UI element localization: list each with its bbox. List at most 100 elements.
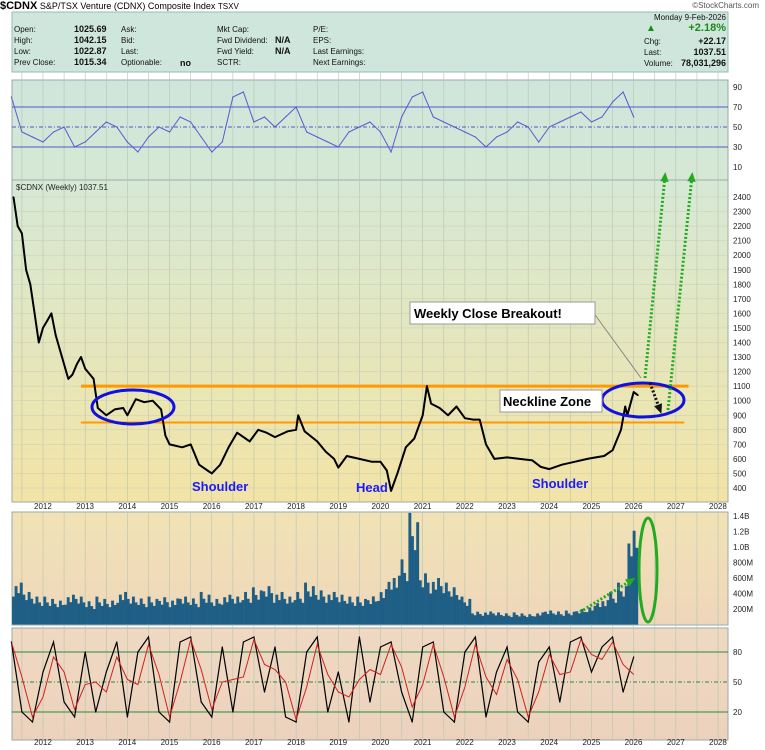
price-point (80, 356, 82, 358)
stoch-point (126, 716, 128, 718)
stoch-point (253, 636, 255, 638)
x-tick-label: 2026 (625, 502, 643, 511)
volume-bar (447, 591, 451, 625)
volume-bar (288, 596, 292, 625)
volume-bar (12, 596, 15, 625)
price-point (426, 385, 428, 387)
stoch-point (211, 716, 213, 718)
index-name: S&P/TSX Venture (CDNX) Composite Index (39, 1, 216, 11)
percent-change: +2.18% (688, 22, 726, 34)
price-panel (11, 179, 729, 503)
price-point (586, 458, 589, 460)
volume-bar (317, 599, 321, 625)
volume-bar (491, 613, 495, 625)
callout-text: Weekly Close Breakout! (414, 306, 562, 321)
price-tick-label: 600 (733, 455, 747, 464)
volume-bar (408, 512, 412, 625)
price-point (506, 456, 508, 459)
rsi-point (422, 91, 424, 93)
volume-bar (103, 598, 107, 625)
rsi-point (485, 146, 487, 148)
stoch-point (21, 711, 23, 713)
volume-bar (207, 594, 211, 625)
volume-bar (197, 607, 201, 625)
volume-bar (598, 607, 602, 625)
mktcap-label: Mkt Cap: (217, 25, 250, 34)
x-tick-label: 2028 (709, 502, 727, 511)
stoch-point (158, 711, 160, 713)
rsi-point (52, 131, 55, 133)
volume-bar (455, 595, 459, 625)
rsi-point (443, 121, 445, 123)
price-point (396, 472, 399, 475)
volume-bar (298, 598, 302, 625)
last-label: Last: (644, 48, 662, 57)
volume-bar (358, 602, 362, 625)
volume-bar (58, 600, 62, 625)
volume-bar (337, 602, 341, 625)
volume-bar (38, 602, 41, 625)
rsi-tick-label: 70 (733, 103, 742, 112)
volume-tick-label: 1.4B (733, 512, 749, 521)
price-point (29, 283, 32, 286)
price-point (295, 429, 297, 431)
volume-bar (499, 614, 503, 625)
price-point (75, 363, 78, 366)
rsi-point (538, 141, 540, 143)
next-earnings-label: Next Earnings: (313, 58, 366, 67)
volume-bar (90, 606, 94, 625)
price-point (135, 398, 137, 401)
volume-bar (163, 597, 167, 625)
volume-bar (194, 603, 198, 625)
ask-label: Ask: (121, 25, 137, 34)
rsi-point (179, 116, 181, 118)
volume-bar (264, 596, 268, 625)
volume-bar (486, 614, 490, 625)
volume-bar (155, 598, 159, 625)
volume-bar (377, 600, 381, 625)
price-point (151, 399, 154, 402)
volume-bar (98, 602, 101, 625)
volume-bar (379, 592, 383, 625)
volume-bar (390, 589, 394, 625)
rsi-point (211, 151, 213, 153)
volume-bar (624, 586, 628, 625)
price-grid (12, 196, 728, 489)
rsi-point (158, 126, 160, 128)
rsi-point (432, 116, 434, 118)
volume-bar (108, 607, 112, 625)
volume-tick-label: 800M (733, 559, 753, 568)
volume-bar (17, 593, 21, 625)
volume-bar (478, 614, 482, 625)
volume-bar (384, 589, 388, 625)
stoch-point (495, 671, 498, 673)
volume-bar (577, 613, 581, 625)
volume-bar (160, 604, 164, 625)
volume-bar (452, 587, 456, 625)
volume-bar (191, 598, 195, 625)
volume-bar (580, 609, 584, 625)
volume-bar (215, 598, 219, 625)
volume-bar (345, 603, 349, 625)
triangle-up-icon: ▲ (646, 23, 656, 34)
x-tick-label: 2015 (161, 502, 179, 511)
volume-bar (324, 602, 328, 625)
callout-box (409, 301, 596, 325)
price-point (54, 334, 57, 337)
volume-bar (572, 611, 576, 625)
price-tick-label: 1000 (733, 397, 751, 406)
high-label: High: (14, 36, 33, 45)
volume-bar (311, 586, 315, 625)
price-point (379, 461, 382, 463)
x-tick-label: 2027 (667, 502, 685, 511)
rsi-tick-label: 90 (733, 83, 742, 92)
volume-bar (40, 605, 44, 625)
low-value: 1022.87 (74, 46, 107, 56)
volume-bar (105, 603, 109, 625)
price-point (210, 472, 213, 475)
x-tick-label-bottom: 2024 (540, 738, 558, 747)
stoch-point (538, 661, 540, 663)
volume-bar (596, 603, 600, 625)
rsi-point (232, 96, 234, 98)
volume-bar (272, 602, 276, 625)
